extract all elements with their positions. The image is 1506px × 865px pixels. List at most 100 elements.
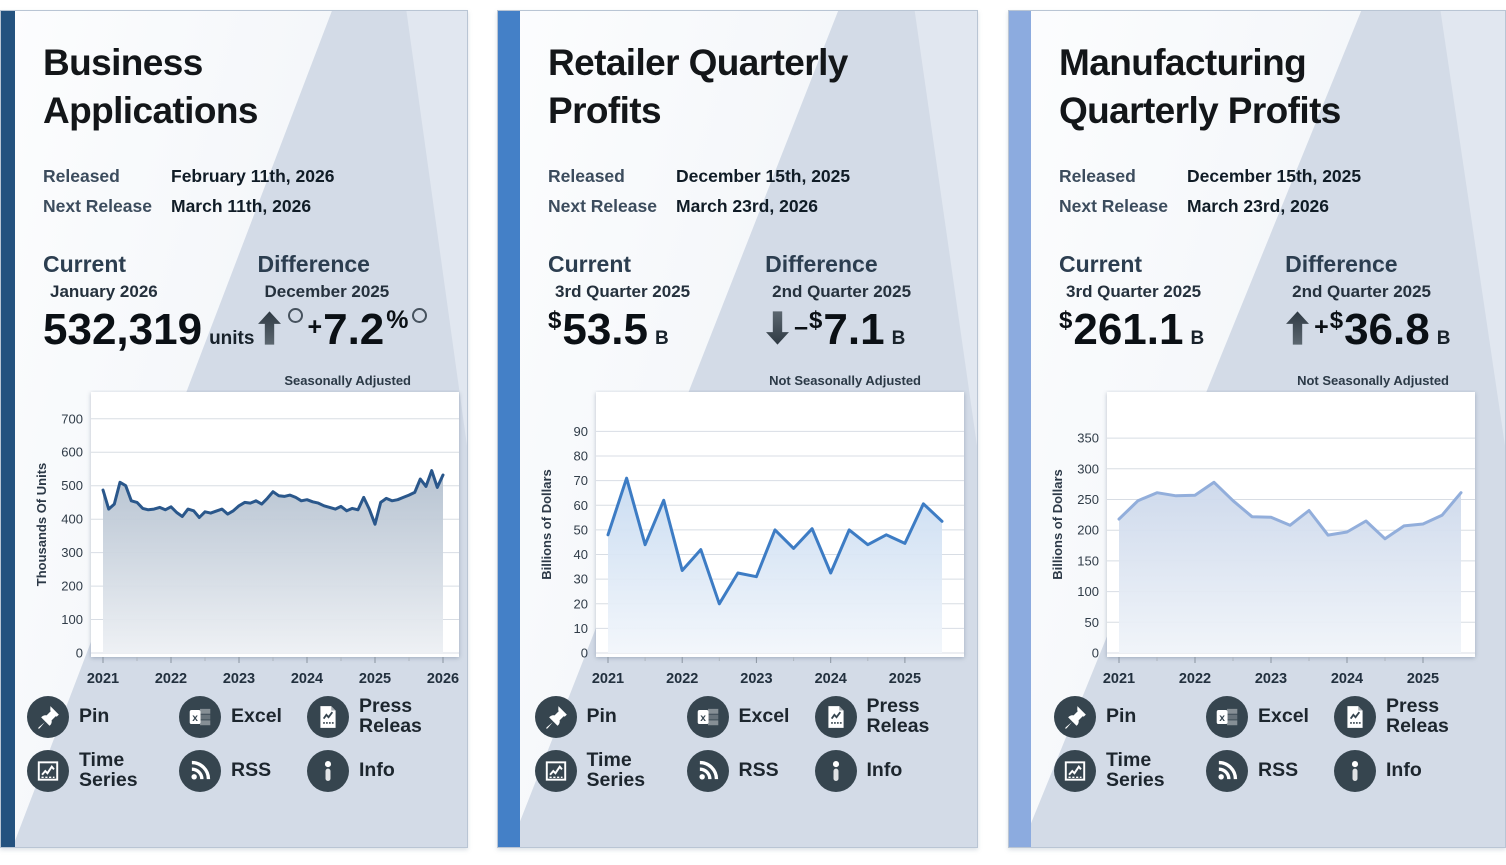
difference-number: 36.8: [1344, 305, 1430, 355]
info-icon: [814, 750, 857, 793]
svg-text:2023: 2023: [1255, 671, 1287, 687]
currency-symbol: $: [1059, 307, 1073, 335]
svg-text:40: 40: [574, 547, 588, 562]
svg-text:2025: 2025: [1407, 671, 1439, 687]
info-button[interactable]: Info: [307, 750, 465, 793]
svg-text:50: 50: [574, 523, 588, 538]
current-number: 532,319: [43, 305, 203, 355]
svg-text:300: 300: [1077, 462, 1099, 477]
released-label: Released: [43, 166, 120, 187]
svg-text:150: 150: [1077, 554, 1099, 569]
current-period: 3rd Quarter 2025: [555, 282, 691, 302]
rss-button[interactable]: RSS: [686, 750, 815, 793]
svg-text:0: 0: [1092, 646, 1099, 661]
svg-text:2023: 2023: [740, 671, 772, 687]
rss-icon: [686, 750, 729, 793]
svg-text:500: 500: [61, 478, 83, 493]
footnote-circle-icon[interactable]: [411, 308, 427, 324]
current-heading: Current: [43, 251, 127, 278]
excel-icon: [686, 696, 729, 739]
info-icon: [1334, 750, 1376, 793]
rss-button[interactable]: RSS: [179, 750, 307, 793]
next-release-date: March 11th, 2026: [171, 196, 312, 217]
difference-suffix: %: [386, 306, 409, 335]
up-arrow-icon: [1285, 311, 1310, 345]
time-series-icon: [534, 750, 577, 793]
current-period: 3rd Quarter 2025: [1066, 282, 1202, 302]
up-arrow-icon: [257, 311, 282, 345]
press-release-button[interactable]: Press Releas: [1334, 696, 1492, 739]
currency-symbol: $: [1329, 307, 1344, 335]
svg-text:80: 80: [574, 449, 588, 464]
pin-button[interactable]: Pin: [27, 696, 179, 739]
svg-text:Thousands Of Units: Thousands Of Units: [34, 463, 49, 587]
svg-text:70: 70: [574, 473, 588, 488]
excel-button[interactable]: Excel: [179, 696, 307, 739]
time-series-icon: [27, 750, 69, 793]
time-series-button[interactable]: Time Series: [1054, 750, 1206, 793]
svg-text:90: 90: [574, 424, 588, 439]
svg-text:200: 200: [1077, 523, 1099, 538]
svg-text:2025: 2025: [889, 671, 921, 687]
svg-text:2022: 2022: [155, 671, 187, 687]
release-dates: Released December 15th, 2025 Next Release…: [548, 161, 959, 221]
difference-sign: –: [794, 313, 809, 342]
press-release-icon: [814, 696, 857, 739]
press-release-button[interactable]: Press Releas: [814, 696, 973, 739]
current-unit: B: [655, 328, 669, 350]
svg-text:50: 50: [1085, 615, 1099, 630]
difference-value: +$36.8 B: [1285, 305, 1487, 355]
down-arrow-icon: [765, 311, 790, 345]
time-series-icon: [1054, 750, 1096, 793]
card-title: Retailer Quarterly Profits: [548, 42, 848, 132]
excel-button[interactable]: Excel: [686, 696, 815, 739]
difference-sign: +: [307, 313, 323, 342]
adjustment-label: Seasonally Adjusted: [284, 373, 411, 389]
svg-text:2021: 2021: [1103, 671, 1135, 687]
footnote-circle-icon[interactable]: [288, 308, 304, 324]
indicator-card-retailer-profits: Retailer Quarterly Profits Released Decem…: [497, 10, 978, 848]
stats-row: Current 3rd Quarter 2025 $53.5 B Differen…: [548, 251, 959, 353]
current-number: 53.5: [562, 305, 648, 355]
time-series-button[interactable]: Time Series: [534, 750, 687, 793]
chart-area: 0 100 200 300 400 500 600 700 2021 2022 2023 2024 20…: [33, 390, 459, 690]
pin-button[interactable]: Pin: [1054, 696, 1206, 739]
difference-period: 2nd Quarter 2025: [772, 282, 912, 302]
card-accent-bar: [498, 11, 520, 847]
release-dates: Released December 15th, 2025 Next Release…: [1059, 161, 1487, 221]
info-button[interactable]: Info: [1334, 750, 1492, 793]
rss-button[interactable]: RSS: [1206, 750, 1334, 793]
svg-text:2021: 2021: [87, 671, 119, 687]
difference-period: 2nd Quarter 2025: [1292, 282, 1432, 302]
stats-row: Current January 2026 532,319 units Differ…: [43, 251, 449, 353]
card-actions: Pin Excel Press Releas Time Series RSS I…: [534, 696, 959, 793]
card-actions: Pin Excel Press Releas Time Series RSS I…: [1054, 696, 1487, 793]
info-button[interactable]: Info: [814, 750, 973, 793]
line-chart: 0 100 200 300 400 500 600 700 2021 2022 2023 2024 20…: [34, 392, 459, 687]
svg-text:0: 0: [581, 646, 588, 661]
svg-text:Billions of Dollars: Billions of Dollars: [539, 469, 554, 580]
chart-area: 0 50 100 150 200 250 300 350 2021 2022 2023 2024 202…: [1049, 390, 1487, 690]
difference-heading: Difference: [765, 251, 878, 278]
svg-text:2023: 2023: [223, 671, 255, 687]
current-value: $53.5 B: [548, 305, 765, 355]
svg-text:30: 30: [574, 572, 588, 587]
time-series-button[interactable]: Time Series: [27, 750, 179, 793]
excel-icon: [179, 696, 221, 739]
released-label: Released: [548, 166, 625, 187]
pin-icon: [534, 696, 577, 739]
excel-button[interactable]: Excel: [1206, 696, 1334, 739]
info-icon: [307, 750, 349, 793]
current-stat: Current 3rd Quarter 2025 $261.1 B: [1059, 251, 1285, 353]
card-accent-bar: [1009, 11, 1031, 847]
current-heading: Current: [1059, 251, 1143, 278]
current-unit: B: [1190, 328, 1205, 350]
next-release-label: Next Release: [43, 196, 152, 217]
difference-heading: Difference: [257, 251, 370, 278]
pin-button[interactable]: Pin: [534, 696, 687, 739]
card-accent-bar: [1, 11, 15, 847]
rss-icon: [179, 750, 221, 793]
currency-symbol: $: [548, 307, 562, 335]
press-release-button[interactable]: Press Releas: [307, 696, 465, 739]
